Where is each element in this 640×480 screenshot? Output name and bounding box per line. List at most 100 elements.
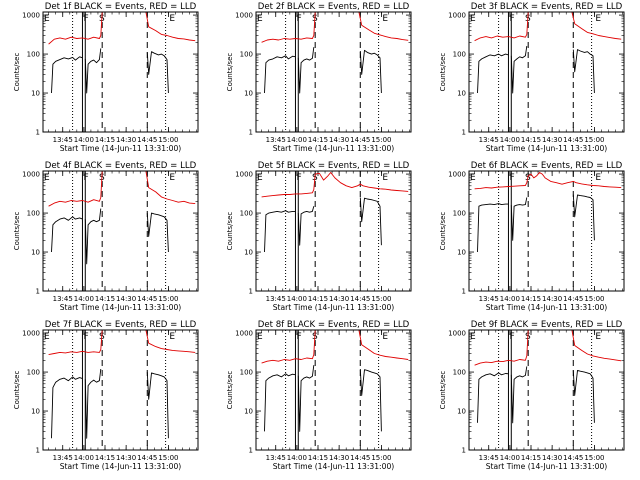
interval-marker: E bbox=[595, 332, 601, 342]
x-tick-label: 14:00 bbox=[74, 454, 94, 462]
x-tick-label: 14:00 bbox=[74, 295, 94, 303]
y-tick-label: 10 bbox=[31, 408, 40, 416]
x-tick-label: 14:15 bbox=[521, 136, 541, 144]
plot-frame bbox=[468, 11, 625, 133]
x-tick-label: 13:45 bbox=[53, 454, 73, 462]
x-tick-label: 15:00 bbox=[584, 136, 604, 144]
y-tick-label: 100 bbox=[27, 51, 40, 59]
x-tick-label: 14:00 bbox=[500, 295, 520, 303]
x-tick-label: 14:15 bbox=[95, 454, 115, 462]
panel-title: Det 5f BLACK = Events, RED = LLD bbox=[258, 161, 410, 171]
interval-marker: E bbox=[169, 332, 175, 342]
x-tick-label: 14:15 bbox=[95, 295, 115, 303]
events-rate-line bbox=[264, 373, 296, 432]
x-tick-label: 15:00 bbox=[158, 295, 178, 303]
lld-rate-line bbox=[48, 330, 103, 356]
x-tick-label: 13:45 bbox=[266, 295, 286, 303]
interval-marker: E bbox=[595, 14, 601, 24]
events-rate-line bbox=[264, 55, 296, 94]
lld-rate-line bbox=[358, 330, 409, 360]
detector-panel: Det 3f BLACK = Events, RED = LLD 1 10 100 10… bbox=[439, 2, 625, 153]
x-axis-label: Start Time (14-Jun-11 13:31:00) bbox=[273, 462, 395, 471]
events-rate-line bbox=[510, 366, 528, 424]
detector-panel: Det 9f BLACK = Events, RED = LLD 1 10 100 10… bbox=[439, 320, 625, 471]
events-rate-line bbox=[359, 197, 382, 246]
x-axis-label: Start Time (14-Jun-11 13:31:00) bbox=[60, 144, 182, 153]
events-rate-line bbox=[51, 376, 83, 439]
plot-frame bbox=[468, 329, 625, 451]
x-tick-label: 14:45 bbox=[137, 454, 157, 462]
lld-rate-line bbox=[571, 12, 622, 40]
y-tick-label: 10 bbox=[244, 249, 253, 257]
x-tick-label: 14:00 bbox=[287, 295, 307, 303]
y-tick-label: 10 bbox=[31, 249, 40, 257]
x-tick-label: 14:15 bbox=[308, 295, 328, 303]
y-tick-label: 1 bbox=[36, 447, 40, 455]
x-tick-label: 14:00 bbox=[287, 454, 307, 462]
y-tick-label: 1000 bbox=[22, 330, 40, 338]
y-tick-label: 10 bbox=[457, 408, 466, 416]
plot-frame bbox=[42, 329, 199, 451]
y-tick-label: 1 bbox=[462, 288, 466, 296]
interval-marker: F bbox=[509, 332, 514, 342]
events-rate-line bbox=[146, 372, 169, 439]
y-axis-label: Counts/sec bbox=[13, 212, 21, 251]
y-tick-label: 1 bbox=[36, 129, 40, 137]
interval-marker: E bbox=[595, 173, 601, 183]
x-axis-label: Start Time (14-Jun-11 13:31:00) bbox=[486, 462, 608, 471]
events-rate-line bbox=[297, 47, 315, 94]
x-tick-label: 13:45 bbox=[479, 295, 499, 303]
x-tick-label: 14:15 bbox=[521, 295, 541, 303]
y-tick-label: 100 bbox=[453, 210, 466, 218]
events-rate-line bbox=[510, 46, 528, 94]
interval-marker: E bbox=[44, 173, 50, 183]
x-axis-label: Start Time (14-Jun-11 13:31:00) bbox=[273, 144, 395, 153]
lld-rate-line bbox=[145, 330, 196, 353]
interval-marker: E bbox=[44, 14, 50, 24]
interval-marker: E bbox=[382, 332, 388, 342]
x-tick-label: 14:45 bbox=[563, 454, 583, 462]
events-rate-line bbox=[84, 208, 102, 265]
interval-marker: E bbox=[257, 332, 263, 342]
interval-marker: F bbox=[296, 14, 301, 24]
x-tick-label: 14:15 bbox=[308, 136, 328, 144]
panel-title: Det 3f BLACK = Events, RED = LLD bbox=[471, 2, 623, 12]
x-axis-label: Start Time (14-Jun-11 13:31:00) bbox=[486, 144, 608, 153]
x-tick-label: 14:15 bbox=[95, 136, 115, 144]
detector-panel: Det 2f BLACK = Events, RED = LLD 1 10 100 10… bbox=[226, 2, 412, 153]
y-axis-label: Counts/sec bbox=[13, 371, 21, 410]
events-rate-line bbox=[297, 206, 315, 246]
events-rate-line bbox=[359, 368, 382, 432]
plot-frame bbox=[255, 11, 412, 133]
events-rate-line bbox=[572, 369, 595, 423]
events-rate-line bbox=[572, 49, 595, 94]
lld-rate-line bbox=[48, 12, 103, 45]
x-tick-label: 15:00 bbox=[584, 295, 604, 303]
lld-rate-line bbox=[261, 172, 409, 198]
y-tick-label: 1000 bbox=[448, 330, 466, 338]
interval-marker: F bbox=[509, 173, 514, 183]
events-rate-line bbox=[510, 197, 528, 241]
events-rate-line bbox=[264, 210, 296, 253]
y-tick-label: 1 bbox=[462, 129, 466, 137]
x-tick-label: 14:30 bbox=[329, 295, 349, 303]
interval-marker: F bbox=[83, 173, 88, 183]
x-tick-label: 15:00 bbox=[584, 454, 604, 462]
events-rate-line bbox=[51, 216, 83, 253]
x-tick-label: 14:00 bbox=[287, 136, 307, 144]
lld-rate-line bbox=[474, 172, 622, 190]
events-rate-line bbox=[477, 372, 509, 423]
y-axis-label: Counts/sec bbox=[439, 53, 447, 92]
x-tick-label: 14:30 bbox=[116, 295, 136, 303]
x-tick-label: 14:15 bbox=[521, 454, 541, 462]
plot-frame bbox=[42, 170, 199, 292]
x-tick-label: 14:45 bbox=[137, 136, 157, 144]
y-tick-label: 100 bbox=[27, 369, 40, 377]
y-axis-label: Counts/sec bbox=[226, 371, 234, 410]
detector-panel: Det 1f BLACK = Events, RED = LLD 1 10 100 10… bbox=[13, 2, 199, 153]
interval-marker: E bbox=[169, 14, 175, 24]
x-tick-label: 14:45 bbox=[137, 295, 157, 303]
y-tick-label: 1 bbox=[249, 288, 253, 296]
plot-frame bbox=[42, 11, 199, 133]
interval-marker: E bbox=[470, 332, 476, 342]
